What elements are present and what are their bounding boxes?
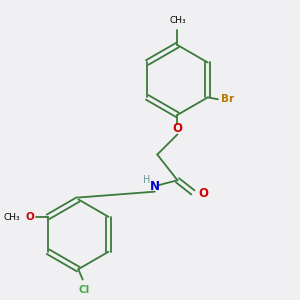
Text: CH₃: CH₃ bbox=[169, 16, 186, 25]
Text: Br: Br bbox=[220, 94, 234, 104]
Text: O: O bbox=[198, 187, 208, 200]
Text: N: N bbox=[150, 180, 160, 194]
Text: Cl: Cl bbox=[78, 285, 89, 295]
Text: CH₃: CH₃ bbox=[4, 213, 20, 222]
Text: O: O bbox=[25, 212, 34, 222]
Text: H: H bbox=[143, 175, 150, 185]
Text: O: O bbox=[172, 122, 182, 135]
